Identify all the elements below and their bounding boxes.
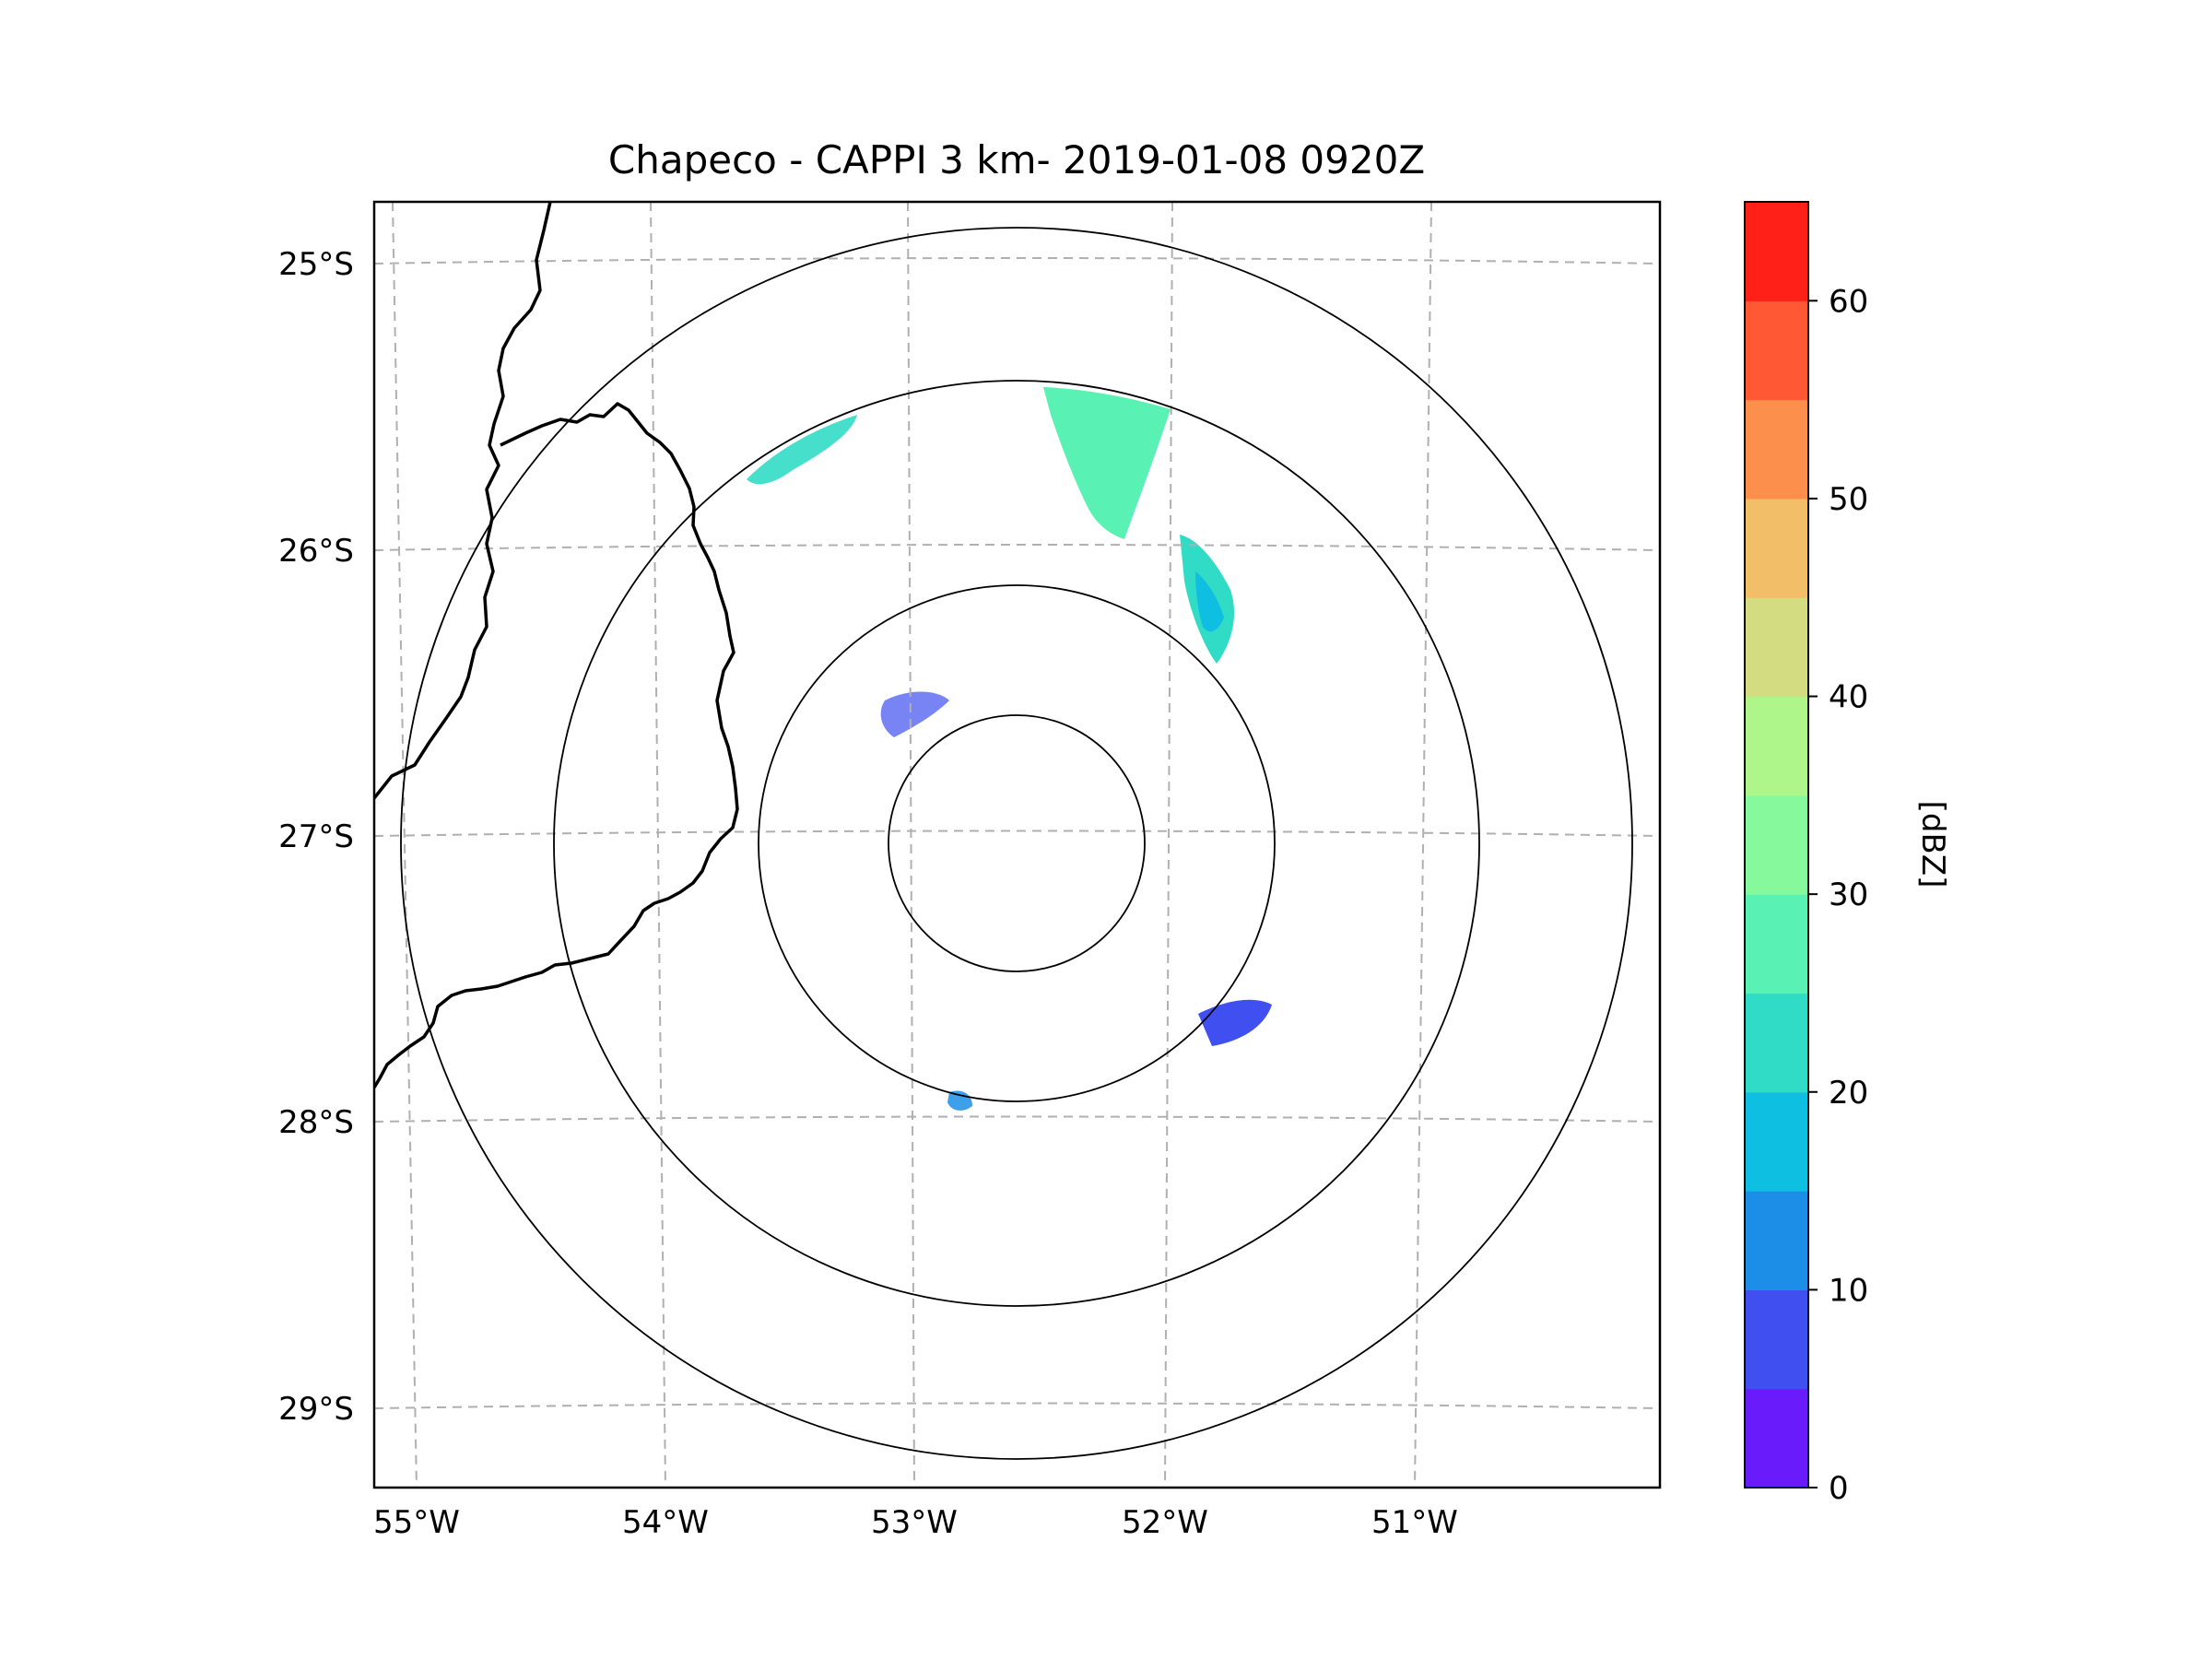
colorbar-band-55-60 bbox=[1745, 300, 1808, 401]
chart-title: Chapeco - CAPPI 3 km- 2019-01-08 0920Z bbox=[608, 137, 1425, 182]
graticule-lat-29s bbox=[374, 1402, 1660, 1409]
colorbar-tick-label: 60 bbox=[1829, 283, 1868, 320]
colorbar-band-45-50 bbox=[1745, 498, 1808, 598]
echo-south-cell bbox=[1198, 999, 1272, 1046]
colorbar-tick-label: 50 bbox=[1829, 481, 1868, 518]
latitude-labels: 25°S 26°S 27°S 28°S 29°S bbox=[278, 246, 354, 1428]
graticule bbox=[374, 202, 1660, 1488]
echo-south-scatter bbox=[1097, 1134, 1241, 1189]
colorbar-ticks: 0 10 20 30 40 50 60 bbox=[1808, 283, 1868, 1507]
echo-north-cell bbox=[1043, 387, 1171, 539]
colorbar-tick-label: 20 bbox=[1829, 1075, 1868, 1112]
map-background bbox=[374, 202, 1660, 1488]
echo-west-band bbox=[560, 692, 732, 793]
colorbar-band-30-35 bbox=[1745, 794, 1808, 895]
colorbar-label: [dBZ] bbox=[1914, 801, 1951, 888]
colorbar-band-25-30 bbox=[1745, 894, 1808, 994]
lon-label-54w: 54°W bbox=[622, 1504, 709, 1541]
graticule-lat-27s bbox=[374, 830, 1660, 837]
colorbar-band-60-65 bbox=[1745, 202, 1808, 301]
graticule-lon-53w bbox=[907, 202, 915, 1488]
colorbar-tick-label: 40 bbox=[1829, 679, 1868, 716]
graticule-lon-54w bbox=[650, 202, 666, 1488]
colorbar: 0 10 20 30 40 50 60 [dBZ] bbox=[1744, 201, 1951, 1507]
colorbar-band-35-40 bbox=[1745, 696, 1808, 796]
reflectivity-echoes bbox=[560, 393, 1382, 1189]
graticule-lat-26s bbox=[374, 544, 1660, 551]
lat-label-27s: 27°S bbox=[278, 818, 354, 855]
colorbar-band-10-15 bbox=[1745, 1191, 1808, 1290]
colorbar-band-20-25 bbox=[1745, 993, 1808, 1093]
range-ring-2 bbox=[758, 584, 1276, 1102]
graticule-lat-28s bbox=[374, 1115, 1660, 1123]
colorbar-bands bbox=[1745, 202, 1808, 1488]
echo-north-arc bbox=[830, 449, 1021, 553]
political-borders bbox=[374, 202, 739, 1088]
lat-label-28s: 28°S bbox=[278, 1104, 354, 1141]
range-ring-1 bbox=[888, 714, 1146, 972]
echo-northeast-cell-core bbox=[1195, 571, 1224, 632]
colorbar-band-40-45 bbox=[1745, 597, 1808, 698]
colorbar-tick-label: 0 bbox=[1829, 1470, 1849, 1507]
graticule-lat-25s bbox=[374, 257, 1660, 265]
map-frame bbox=[372, 200, 1662, 1489]
graticule-lon-55w bbox=[392, 202, 418, 1488]
border-paraguay-argentina bbox=[374, 202, 552, 800]
range-rings bbox=[400, 227, 1633, 1460]
map-panel bbox=[372, 200, 1662, 1489]
echo-nw-edge-cell bbox=[747, 415, 857, 485]
lat-label-29s: 29°S bbox=[278, 1391, 354, 1428]
lat-label-26s: 26°S bbox=[278, 533, 354, 570]
border-brazil-argentina bbox=[374, 402, 739, 1088]
echo-inner-west bbox=[771, 635, 936, 802]
lon-label-51w: 51°W bbox=[1371, 1504, 1458, 1541]
strong-echoes bbox=[747, 387, 1272, 1111]
colorbar-band-50-55 bbox=[1745, 399, 1808, 500]
colorbar-band-5-10 bbox=[1745, 1289, 1808, 1390]
range-ring-3 bbox=[553, 380, 1480, 1307]
colorbar-tick-label: 30 bbox=[1829, 877, 1868, 913]
echo-inner-arc bbox=[880, 691, 949, 737]
graticule-lon-52w bbox=[1164, 202, 1173, 1488]
lon-label-55w: 55°W bbox=[373, 1504, 460, 1541]
colorbar-band-0-5 bbox=[1745, 1388, 1808, 1488]
range-ring-4 bbox=[400, 227, 1633, 1460]
echo-north-scatter bbox=[936, 393, 1041, 442]
colorbar-frame bbox=[1744, 201, 1809, 1488]
colorbar-band-15-20 bbox=[1745, 1091, 1808, 1192]
lon-label-52w: 52°W bbox=[1122, 1504, 1208, 1541]
colorbar-tick-label: 10 bbox=[1829, 1272, 1868, 1309]
graticule-lon-51w bbox=[1414, 202, 1432, 1488]
lon-label-53w: 53°W bbox=[871, 1504, 958, 1541]
echo-east-scatter bbox=[1260, 900, 1382, 998]
longitude-labels: 55°W 54°W 53°W 52°W 51°W bbox=[373, 1504, 1458, 1541]
echo-southeast-band bbox=[1031, 882, 1221, 1005]
lat-label-25s: 25°S bbox=[278, 246, 354, 283]
